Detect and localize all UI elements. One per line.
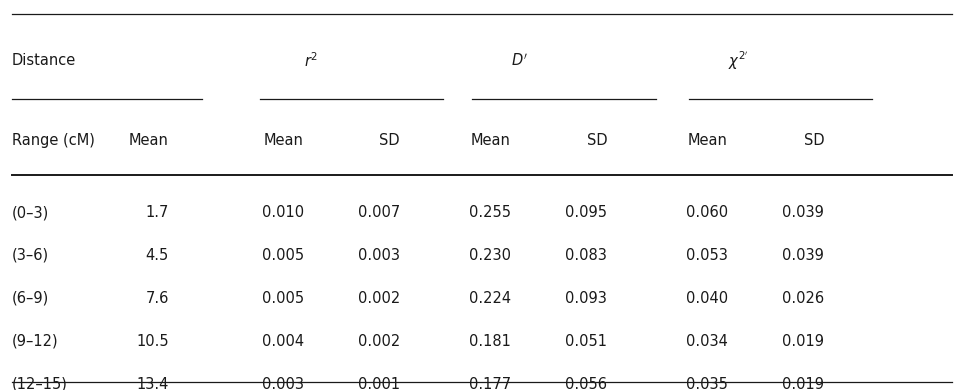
Text: 0.255: 0.255 (469, 205, 511, 220)
Text: 0.056: 0.056 (565, 377, 607, 390)
Text: (0–3): (0–3) (12, 205, 49, 220)
Text: 10.5: 10.5 (136, 334, 169, 349)
Text: Range (cM): Range (cM) (12, 133, 94, 148)
Text: 0.004: 0.004 (261, 334, 304, 349)
Text: 0.051: 0.051 (565, 334, 607, 349)
Text: SD: SD (587, 133, 607, 148)
Text: 0.181: 0.181 (469, 334, 511, 349)
Text: Distance: Distance (12, 53, 76, 68)
Text: 0.034: 0.034 (686, 334, 728, 349)
Text: (12–15): (12–15) (12, 377, 67, 390)
Text: 0.019: 0.019 (782, 334, 824, 349)
Text: 13.4: 13.4 (136, 377, 169, 390)
Text: (9–12): (9–12) (12, 334, 58, 349)
Text: Mean: Mean (264, 133, 304, 148)
Text: 0.093: 0.093 (566, 291, 607, 306)
Text: 0.005: 0.005 (261, 248, 304, 263)
Text: (6–9): (6–9) (12, 291, 49, 306)
Text: 0.001: 0.001 (358, 377, 400, 390)
Text: 0.003: 0.003 (261, 377, 304, 390)
Text: 0.060: 0.060 (685, 205, 728, 220)
Text: 0.040: 0.040 (685, 291, 728, 306)
Text: 0.095: 0.095 (565, 205, 607, 220)
Text: Mean: Mean (688, 133, 728, 148)
Text: $D'$: $D'$ (511, 52, 528, 69)
Text: 0.039: 0.039 (783, 248, 824, 263)
Text: 0.177: 0.177 (469, 377, 511, 390)
Text: 4.5: 4.5 (146, 248, 169, 263)
Text: (3–6): (3–6) (12, 248, 49, 263)
Text: 0.224: 0.224 (469, 291, 511, 306)
Text: 0.019: 0.019 (782, 377, 824, 390)
Text: 0.230: 0.230 (469, 248, 511, 263)
Text: 0.003: 0.003 (358, 248, 400, 263)
Text: $r^{2}$: $r^{2}$ (304, 51, 318, 70)
Text: 0.035: 0.035 (686, 377, 728, 390)
Text: 0.010: 0.010 (261, 205, 304, 220)
Text: 0.002: 0.002 (358, 334, 400, 349)
Text: SD: SD (380, 133, 400, 148)
Text: 0.026: 0.026 (782, 291, 824, 306)
Text: 0.039: 0.039 (783, 205, 824, 220)
Text: Mean: Mean (471, 133, 511, 148)
Text: $\chi^{2'}$: $\chi^{2'}$ (728, 50, 748, 71)
Text: Mean: Mean (129, 133, 169, 148)
Text: 0.002: 0.002 (358, 291, 400, 306)
Text: 0.083: 0.083 (566, 248, 607, 263)
Text: 7.6: 7.6 (146, 291, 169, 306)
Text: 0.007: 0.007 (358, 205, 400, 220)
Text: 0.005: 0.005 (261, 291, 304, 306)
Text: SD: SD (804, 133, 824, 148)
Text: 0.053: 0.053 (686, 248, 728, 263)
Text: 1.7: 1.7 (146, 205, 169, 220)
